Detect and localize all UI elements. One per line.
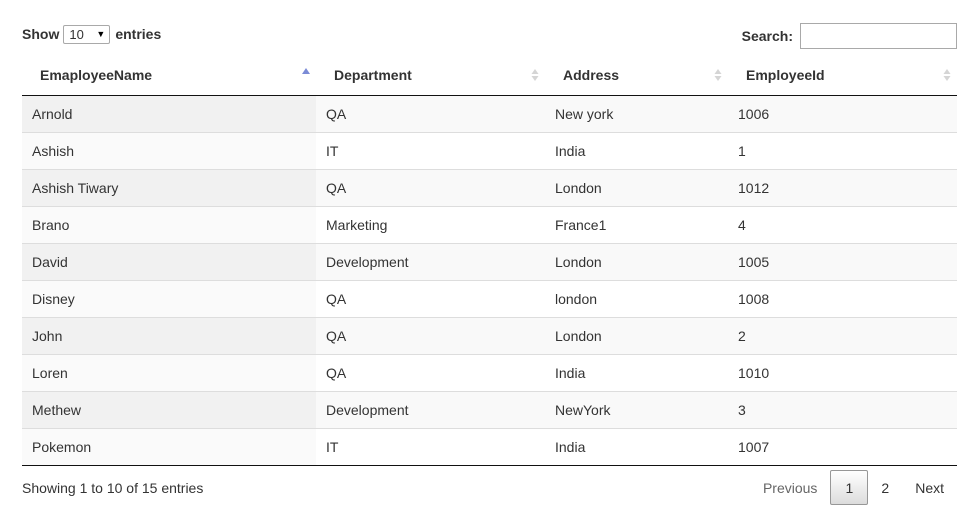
cell-employee-name: David [22, 242, 316, 280]
chevron-down-icon: ▼ [96, 29, 106, 39]
cell-department: IT [316, 427, 545, 466]
cell-employee-id: 1012 [728, 168, 957, 206]
search-control: Search: [742, 23, 957, 49]
cell-employee-name: Disney [22, 279, 316, 317]
cell-employee-id: 1 [728, 131, 957, 169]
cell-employee-id: 3 [728, 390, 957, 428]
cell-employee-id: 1008 [728, 279, 957, 317]
column-header-department[interactable]: Department [316, 56, 545, 96]
cell-address: New york [545, 95, 728, 132]
table-row[interactable]: Arnold QA New york 1006 [22, 95, 957, 132]
cell-address: London [545, 242, 728, 280]
cell-address: London [545, 316, 728, 354]
page-length-value: 10 [69, 26, 84, 42]
cell-address: London [545, 168, 728, 206]
table-header: EmaployeeName Department Address EmployeeId [22, 56, 957, 96]
cell-employee-name: Ashish Tiwary [22, 168, 316, 206]
cell-department: Development [316, 390, 545, 428]
previous-button[interactable]: Previous [762, 479, 818, 496]
cell-employee-id: 2 [728, 316, 957, 354]
table-row[interactable]: David Development London 1005 [22, 242, 957, 280]
cell-employee-name: Loren [22, 353, 316, 391]
table-header-row: EmaployeeName Department Address EmployeeId [22, 56, 957, 96]
cell-employee-name: Brano [22, 205, 316, 243]
cell-department: QA [316, 95, 545, 132]
table-row[interactable]: Methew Development NewYork 3 [22, 390, 957, 428]
cell-employee-id: 4 [728, 205, 957, 243]
cell-employee-name: Methew [22, 390, 316, 428]
entries-label: entries [115, 26, 162, 42]
page-button-2[interactable]: 2 [881, 479, 890, 496]
cell-employee-id: 1006 [728, 95, 957, 132]
column-header-address[interactable]: Address [545, 56, 728, 96]
page-length-control: Show 10 ▼ entries [22, 24, 161, 44]
sort-both-icon [714, 69, 722, 82]
cell-address: India [545, 353, 728, 391]
sort-ascending-icon [302, 68, 310, 75]
cell-address: london [545, 279, 728, 317]
cell-address: India [545, 427, 728, 466]
column-header-label: Department [334, 67, 412, 84]
cell-address: India [545, 131, 728, 169]
cell-employee-name: Pokemon [22, 427, 316, 466]
table-row[interactable]: Loren QA India 1010 [22, 353, 957, 391]
column-header-employee-id[interactable]: EmployeeId [728, 56, 957, 96]
sort-both-icon [531, 69, 539, 82]
cell-department: QA [316, 316, 545, 354]
page-length-select[interactable]: 10 ▼ [63, 24, 111, 44]
cell-address: France1 [545, 205, 728, 243]
cell-employee-id: 1010 [728, 353, 957, 391]
search-label: Search: [741, 28, 793, 44]
cell-department: Marketing [316, 205, 545, 243]
table-row[interactable]: Disney QA london 1008 [22, 279, 957, 317]
page-button-1[interactable]: 1 [830, 470, 869, 505]
column-header-employee-name[interactable]: EmaployeeName [22, 56, 316, 96]
show-label: Show [22, 26, 60, 42]
table-row[interactable]: Brano Marketing France1 4 [22, 205, 957, 243]
column-header-label: EmaployeeName [40, 67, 153, 84]
cell-address: NewYork [545, 390, 728, 428]
table-row[interactable]: Pokemon IT India 1007 [22, 427, 957, 466]
cell-department: QA [316, 168, 545, 206]
search-input[interactable] [800, 23, 957, 49]
sort-both-icon [943, 69, 951, 82]
table-row[interactable]: Ashish IT India 1 [22, 131, 957, 169]
cell-employee-id: 1005 [728, 242, 957, 280]
cell-employee-name: Arnold [22, 95, 316, 132]
employee-table: EmaployeeName Department Address EmployeeId… [22, 56, 957, 466]
cell-department: IT [316, 131, 545, 169]
cell-department: Development [316, 242, 545, 280]
table-info: Showing 1 to 10 of 15 entries [22, 480, 204, 496]
cell-department: QA [316, 279, 545, 317]
table-row[interactable]: John QA London 2 [22, 316, 957, 354]
table-row[interactable]: Ashish Tiwary QA London 1012 [22, 168, 957, 206]
cell-employee-name: John [22, 316, 316, 354]
column-header-label: Address [563, 67, 620, 84]
cell-employee-name: Ashish [22, 131, 316, 169]
column-header-label: EmployeeId [746, 67, 825, 84]
cell-department: QA [316, 353, 545, 391]
cell-employee-id: 1007 [728, 427, 957, 466]
next-button[interactable]: Next [915, 479, 944, 496]
table-body: Arnold QA New york 1006 Ashish IT India 1 Ashish… [22, 95, 957, 466]
